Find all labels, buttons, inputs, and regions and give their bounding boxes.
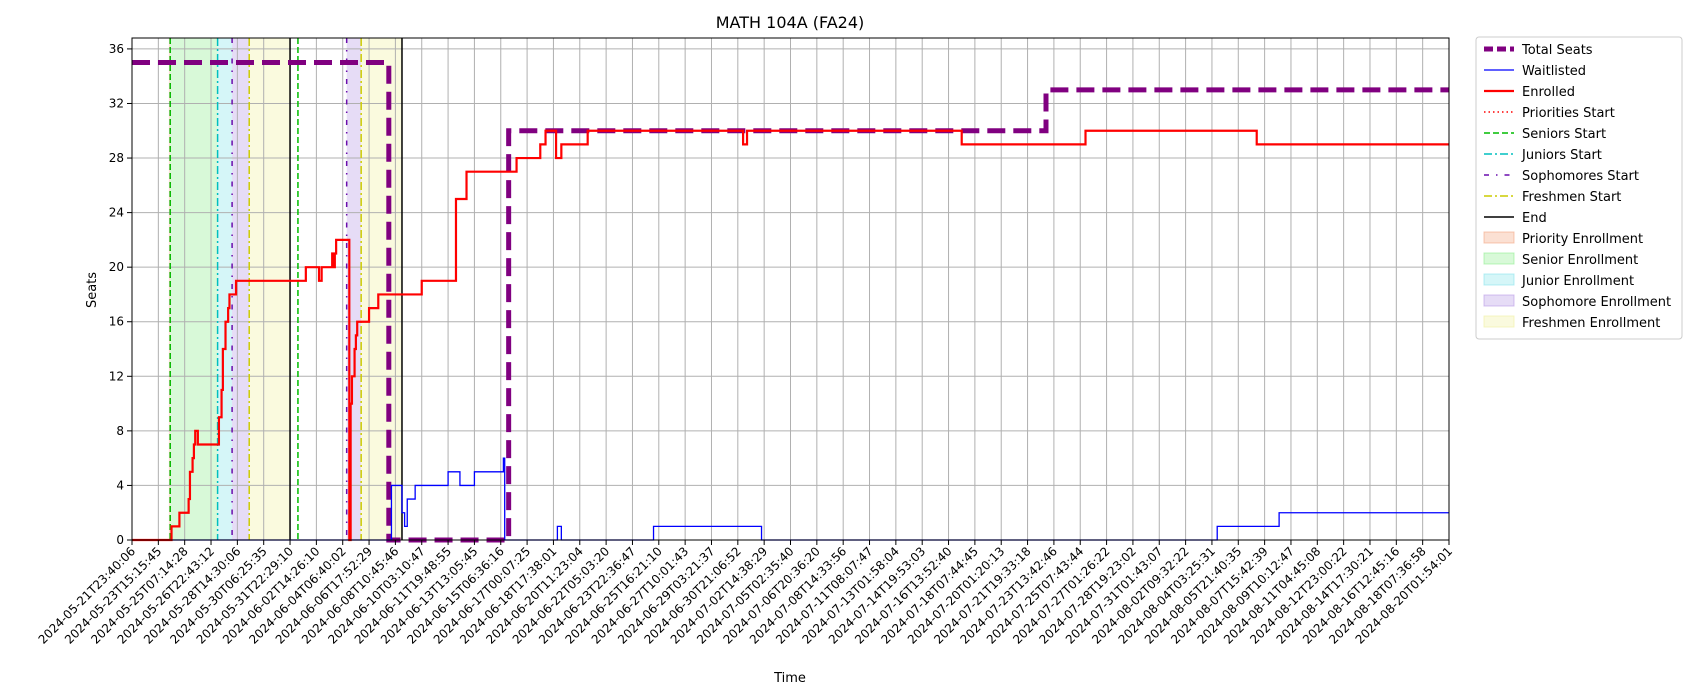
- x-axis-title: Time: [773, 671, 806, 686]
- legend-swatch-13: [1483, 315, 1515, 328]
- y-tick-label-2: 8: [116, 424, 124, 438]
- shaded-region-2: [217, 38, 233, 540]
- legend-label-5: Juniors Start: [1521, 148, 1602, 163]
- legend-label-0: Total Seats: [1521, 43, 1593, 58]
- legend-label-9: Priority Enrollment: [1522, 232, 1643, 247]
- y-tick-label-1: 4: [116, 478, 124, 492]
- y-tick-label-0: 0: [116, 533, 124, 547]
- shaded-region-0: [168, 38, 171, 540]
- y-tick-label-4: 16: [109, 315, 124, 329]
- legend-swatch-11: [1483, 273, 1515, 286]
- legend-box: [1475, 36, 1683, 340]
- legend-swatch-12: [1483, 294, 1515, 307]
- shaded-region-4: [249, 38, 291, 540]
- legend-label-2: Enrolled: [1522, 85, 1575, 100]
- legend-swatch-10: [1483, 252, 1515, 265]
- legend-label-10: Senior Enrollment: [1522, 253, 1638, 268]
- y-tick-label-3: 12: [109, 369, 124, 383]
- legend: Total Seats Waitlisted Enrolled Priorities …: [1475, 36, 1683, 340]
- y-tick-label-5: 20: [109, 260, 124, 274]
- legend-swatch-9: [1483, 231, 1515, 244]
- legend-label-12: Sophomore Enrollment: [1522, 295, 1671, 310]
- y-tick-label-7: 28: [109, 151, 124, 165]
- legend-label-6: Sophomores Start: [1522, 169, 1639, 184]
- y-tick-label-8: 32: [109, 96, 124, 110]
- y-tick-label-9: 36: [109, 42, 124, 56]
- legend-label-7: Freshmen Start: [1522, 190, 1621, 205]
- legend-label-1: Waitlisted: [1522, 64, 1586, 79]
- legend-label-3: Priorities Start: [1522, 106, 1615, 121]
- legend-label-4: Seniors Start: [1522, 127, 1606, 142]
- series-line-enrolled: [132, 129, 1449, 542]
- series-line-waitlisted: [132, 457, 1449, 541]
- chart-title: MATH 104A (FA24): [716, 13, 865, 32]
- series-line-total-seats: [132, 60, 1449, 543]
- y-tick-label-6: 24: [109, 206, 124, 220]
- y-axis-title: Seats: [85, 272, 100, 308]
- legend-label-11: Junior Enrollment: [1521, 274, 1634, 289]
- legend-label-8: End: [1522, 211, 1547, 226]
- shaded-region-3: [232, 38, 250, 540]
- plot-area: 048121620242832362024-05-21T23:40:062024…: [36, 37, 1455, 647]
- legend-label-13: Freshmen Enrollment: [1522, 316, 1660, 331]
- shaded-region-1: [170, 38, 218, 540]
